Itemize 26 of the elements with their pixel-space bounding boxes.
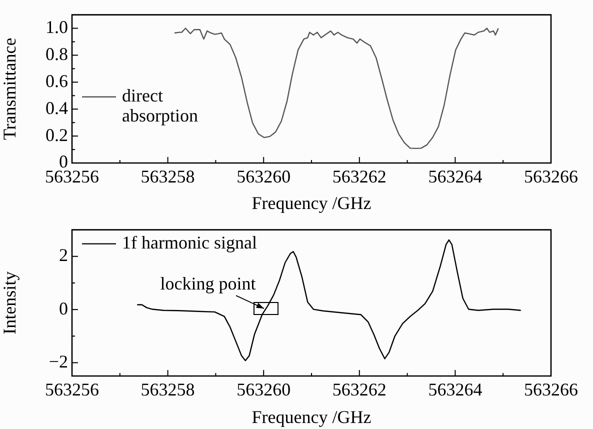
legend-label: direct absorption (122, 86, 198, 126)
y-axis-title: Intensity (0, 271, 20, 334)
x-tick-label: 563264 (428, 380, 482, 400)
x-tick-label: 563266 (524, 166, 578, 187)
y-tick-label: −2 (48, 351, 68, 372)
y-tick-label: 0.2 (46, 124, 68, 145)
y-tick-label: 0 (59, 298, 68, 318)
x-axis-title: Frequency /GHz (252, 192, 372, 213)
x-tick-label: 563264 (428, 166, 482, 187)
y-tick-label: 0.6 (46, 70, 68, 91)
x-tick-label: 563262 (332, 380, 386, 400)
y-tick-label: 0.8 (46, 44, 68, 64)
x-tick-label: 563260 (236, 166, 291, 187)
x-tick-label: 563256 (45, 380, 99, 400)
y-tick-label: 2 (59, 245, 68, 266)
x-tick-label: 563260 (236, 380, 291, 400)
x-axis-title: Frequency /GHz (252, 406, 372, 427)
legend-label: 1f harmonic signal (122, 232, 257, 253)
y-axis-title: Transmittance (0, 38, 20, 140)
annotation: locking point (160, 273, 256, 294)
x-tick-label: 563258 (140, 380, 195, 400)
x-tick-label: 563266 (524, 380, 578, 400)
y-tick-label: 0.4 (46, 98, 68, 118)
y-tick-label: 1.0 (46, 17, 68, 38)
x-tick-label: 563258 (140, 166, 195, 187)
x-tick-label: 563262 (332, 166, 386, 187)
